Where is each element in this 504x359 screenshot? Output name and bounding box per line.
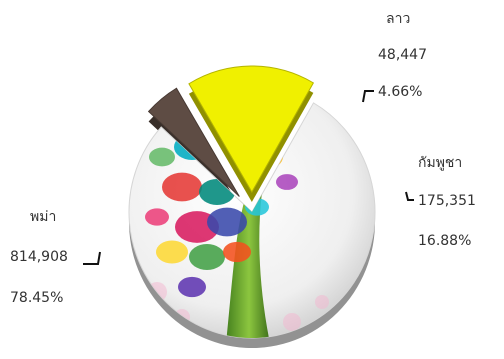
leader-line-laos — [362, 90, 374, 103]
slice-cambodia — [188, 65, 315, 194]
slice-label-cambodia: กัมพูชา — [418, 155, 463, 171]
slice-value-cambodia: 175,351 — [418, 193, 476, 209]
leader-line-burma — [83, 251, 101, 265]
slice-value-laos: 48,447 — [378, 47, 427, 63]
slice-label-burma: พม่า — [30, 209, 57, 225]
slice-laos — [147, 87, 240, 197]
slice-value-burma: 814,908 — [10, 249, 68, 265]
slice-percent-cambodia: 16.88% — [418, 233, 472, 249]
slice-percent-burma: 78.45% — [10, 290, 64, 306]
leader-line-cambodia — [405, 191, 414, 201]
slice-label-laos: ลาว — [386, 11, 411, 27]
slice-percent-laos: 4.66% — [378, 84, 423, 100]
